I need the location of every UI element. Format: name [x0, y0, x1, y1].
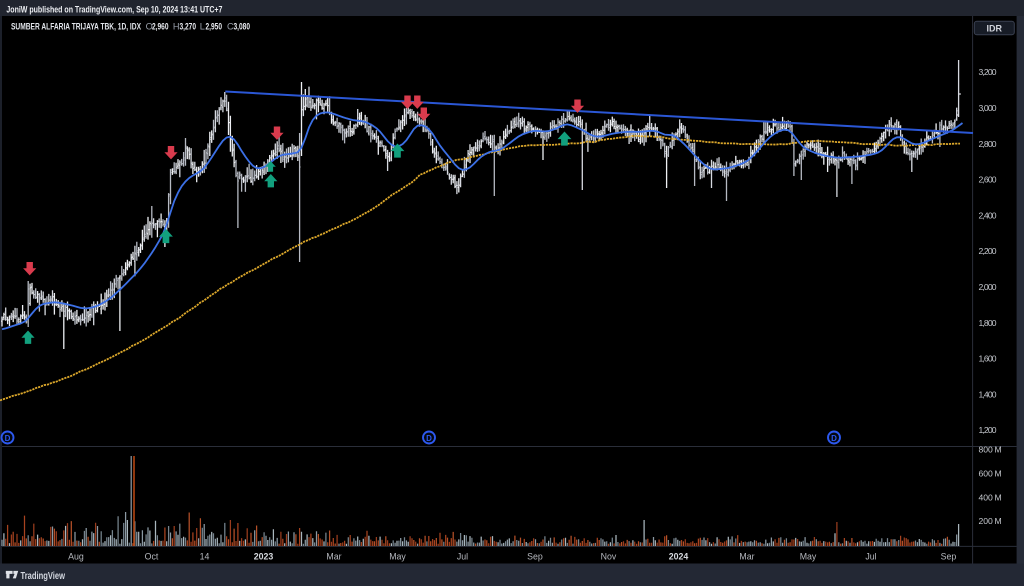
svg-text:2,000: 2,000 [979, 282, 997, 292]
svg-text:D: D [426, 434, 432, 443]
svg-text:Sep: Sep [527, 552, 543, 562]
svg-text:Aug: Aug [68, 552, 84, 562]
svg-text:Nov: Nov [601, 552, 617, 562]
svg-text:3,270: 3,270 [180, 21, 197, 31]
svg-text:Mar: Mar [326, 552, 341, 562]
svg-text:2,960: 2,960 [152, 21, 169, 31]
svg-text:Mar: Mar [739, 552, 754, 562]
svg-text:SUMBER ALFARIA TRIJAYA TBK, 1D: SUMBER ALFARIA TRIJAYA TBK, 1D, IDX [11, 21, 142, 31]
svg-text:Jul: Jul [457, 552, 468, 562]
svg-text:Oct: Oct [145, 552, 159, 562]
svg-text:D: D [831, 434, 837, 443]
svg-text:2,600: 2,600 [979, 175, 997, 185]
svg-text:3,200: 3,200 [979, 67, 997, 77]
svg-text:2,950: 2,950 [206, 21, 223, 31]
svg-text:JoniW published on TradingView: JoniW published on TradingView.com, Sep … [6, 5, 222, 15]
svg-text:TradingView: TradingView [21, 571, 66, 582]
svg-text:200 M: 200 M [979, 516, 1002, 526]
svg-text:2,400: 2,400 [979, 210, 997, 220]
svg-text:C: C [227, 21, 234, 31]
svg-text:H: H [173, 21, 180, 31]
svg-text:May: May [389, 552, 406, 562]
svg-text:2,200: 2,200 [979, 246, 997, 256]
svg-text:2023: 2023 [254, 552, 274, 562]
svg-text:1,800: 1,800 [979, 318, 997, 328]
svg-text:400 M: 400 M [979, 492, 1002, 502]
svg-text:O: O [146, 21, 153, 31]
svg-text:600 M: 600 M [979, 469, 1002, 479]
svg-text:Sep: Sep [941, 552, 957, 562]
svg-text:14: 14 [200, 552, 210, 562]
svg-text:1,400: 1,400 [979, 389, 997, 399]
svg-text:2,800: 2,800 [979, 139, 997, 149]
svg-text:1,200: 1,200 [979, 425, 997, 435]
svg-text:IDR: IDR [987, 23, 1003, 33]
svg-text:L: L [200, 21, 205, 31]
svg-text:D: D [5, 434, 11, 443]
svg-text:Jul: Jul [865, 552, 876, 562]
svg-text:May: May [800, 552, 817, 562]
svg-text:800 M: 800 M [979, 445, 1002, 455]
svg-text:3,000: 3,000 [979, 103, 997, 113]
svg-text:3,080: 3,080 [234, 21, 251, 31]
svg-text:2024: 2024 [669, 552, 689, 562]
svg-text:1,600: 1,600 [979, 354, 997, 364]
